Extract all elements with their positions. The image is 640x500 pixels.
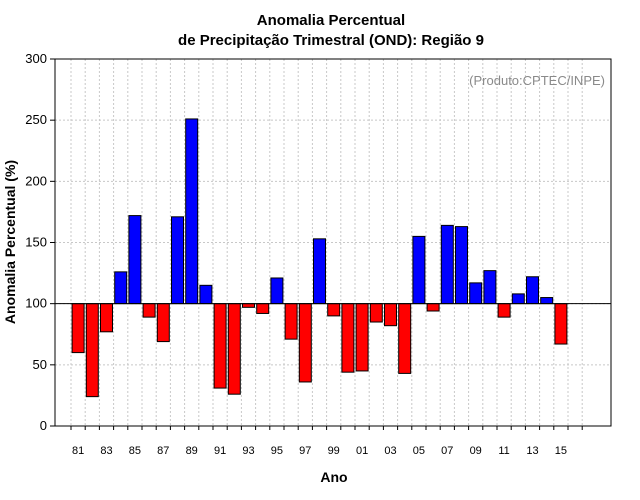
x-tick-label: 81 <box>72 445 84 457</box>
bar-11 <box>497 303 511 318</box>
x-tick-label: 95 <box>271 445 283 457</box>
bar-87 <box>156 303 170 343</box>
bar-14 <box>540 297 554 305</box>
bar-05 <box>412 235 426 305</box>
bar-93 <box>242 303 255 308</box>
x-tick-label: 13 <box>526 445 538 457</box>
x-tick-label: 15 <box>555 445 567 457</box>
x-tick-label: 09 <box>470 445 482 457</box>
y-tick-label: 0 <box>40 418 47 433</box>
grid <box>55 59 611 426</box>
x-axis-label: Ano <box>320 469 347 485</box>
bar-88 <box>171 216 184 305</box>
bar-95 <box>270 277 284 305</box>
bar-89 <box>185 118 199 305</box>
bar-83 <box>100 303 113 333</box>
y-tick-label: 50 <box>33 357 47 372</box>
bar-00 <box>341 303 355 373</box>
x-tick-label: 05 <box>413 445 425 457</box>
bar-99 <box>327 303 341 317</box>
x-tick-label: 89 <box>186 445 198 457</box>
bar-90 <box>199 284 213 305</box>
x-tick-label: 91 <box>214 445 226 457</box>
bar-09 <box>469 282 483 305</box>
x-tick-label: 07 <box>441 445 453 457</box>
bar-81 <box>71 303 85 354</box>
bar-07 <box>440 224 454 305</box>
bar-85 <box>128 215 142 305</box>
x-tick-label: 97 <box>299 445 311 457</box>
x-tick-label: 85 <box>129 445 141 457</box>
bar-86 <box>142 303 156 318</box>
x-tick-label: 11 <box>498 445 509 457</box>
bar-01 <box>355 303 369 372</box>
x-tick-label: 83 <box>100 445 112 457</box>
bar-02 <box>369 303 383 323</box>
bar-08 <box>455 226 468 305</box>
x-tick-label: 03 <box>384 445 396 457</box>
y-tick-label: 200 <box>25 173 47 188</box>
bar-97 <box>298 303 312 383</box>
bar-96 <box>284 303 298 340</box>
bar-12 <box>511 293 525 305</box>
y-tick-label: 250 <box>25 112 47 127</box>
bar-92 <box>227 303 241 395</box>
bar-10 <box>483 270 497 305</box>
y-tick-label: 300 <box>25 51 47 66</box>
bar-04 <box>398 303 412 374</box>
y-axis-label: Anomalia Percentual (%) <box>2 160 18 324</box>
x-axis: 81 83 85 87 89 91 93 95 97 99 01 03 05 07 09 11 13 15 <box>70 426 583 457</box>
bar-15 <box>554 303 568 345</box>
bar-84 <box>114 271 128 305</box>
x-tick-label: 01 <box>356 445 368 457</box>
y-tick-label: 150 <box>25 235 47 250</box>
y-tick-label: 100 <box>25 296 47 311</box>
credit-text: (Produto:CPTEC/INPE) <box>469 73 605 88</box>
chart-title-line-1: Anomalia Percentual <box>257 12 405 29</box>
x-tick-label: 93 <box>242 445 254 457</box>
x-tick-label: 99 <box>328 445 340 457</box>
y-axis: 0 50 100 150 200 250 300 <box>25 51 55 433</box>
bar-13 <box>526 276 539 305</box>
bar-91 <box>213 303 227 389</box>
bar-94 <box>256 303 270 314</box>
bar-06 <box>426 303 440 312</box>
chart-title-line-2: de Precipitação Trimestral (OND): Região… <box>178 32 484 49</box>
x-tick-label: 87 <box>157 445 169 457</box>
bar-98 <box>313 238 326 305</box>
bar-03 <box>384 303 397 327</box>
bar-82 <box>85 303 99 398</box>
bars <box>71 118 568 398</box>
